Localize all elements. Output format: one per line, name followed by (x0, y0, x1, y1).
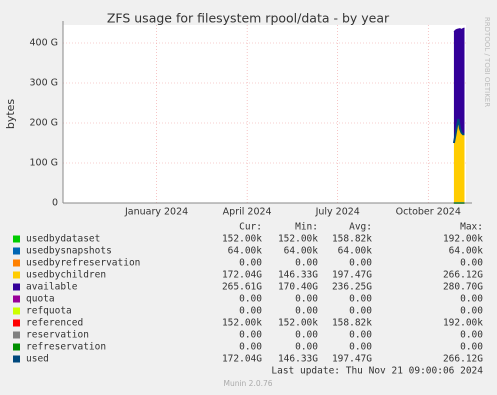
legend-stat: 0.00 (460, 294, 483, 305)
last-update: Last update: Thu Nov 21 09:00:06 2024 (271, 366, 483, 377)
legend-stat: 170.40G (278, 282, 318, 293)
legend-stat: 172.04G (222, 270, 262, 281)
legend-label: used (26, 354, 49, 365)
legend-swatch (13, 259, 20, 267)
legend-stat: 0.00 (460, 342, 483, 353)
legend-stat: 152.00k (278, 234, 318, 245)
y-tick-label: 400 G (29, 38, 58, 49)
legend-stat: 266.12G (443, 270, 483, 281)
legend-label: usedbysnapshots (26, 246, 112, 257)
legend-stat: 0.00 (349, 330, 372, 341)
x-tick-label: July 2024 (315, 207, 360, 218)
legend-stat: 152.00k (222, 318, 262, 329)
legend-stat: 0.00 (349, 342, 372, 353)
legend-stat: 0.00 (239, 294, 262, 305)
legend-label: quota (26, 294, 55, 305)
legend-stat: 152.00k (222, 234, 262, 245)
y-tick-label: 200 G (29, 118, 58, 129)
legend-swatch (13, 355, 20, 363)
legend-stat: 266.12G (443, 354, 483, 365)
legend-stat: 0.00 (239, 306, 262, 317)
legend-stat: 0.00 (295, 258, 318, 269)
legend-swatch (13, 247, 20, 255)
legend-label: usedbydataset (26, 234, 100, 245)
legend-swatch (13, 283, 20, 291)
legend-stat: 197.47G (332, 270, 372, 281)
legend-stat: 64.00k (228, 246, 263, 257)
area-fill (453, 27, 465, 143)
legend-stat: 172.04G (222, 354, 262, 365)
legend-swatch (13, 307, 20, 315)
legend-header: Max: (460, 222, 483, 233)
legend-label: usedbyrefreservation (26, 258, 140, 269)
area-edge (453, 27, 465, 33)
legend-label: available (26, 282, 78, 293)
legend-stat: 146.33G (278, 354, 318, 365)
legend-stat: 192.00k (443, 234, 483, 245)
y-tick-label: 300 G (29, 78, 58, 89)
legend-label: referenced (26, 318, 83, 329)
legend-swatch (13, 331, 20, 339)
plot-area (63, 25, 466, 203)
legend-stat: 146.33G (278, 270, 318, 281)
legend-stat: 0.00 (295, 294, 318, 305)
legend-swatch (13, 271, 20, 279)
y-tick-label: 0 (52, 198, 58, 209)
x-tick-label: January 2024 (124, 207, 188, 218)
legend-stat: 0.00 (295, 330, 318, 341)
chart-title: ZFS usage for filesystem rpool/data - by… (107, 11, 390, 26)
legend-stat: 0.00 (239, 258, 262, 269)
line (452, 118, 465, 144)
legend-stat: 0.00 (239, 342, 262, 353)
legend-header: Avg: (349, 222, 372, 233)
legend-stat: 0.00 (239, 330, 262, 341)
legend-stat: 0.00 (349, 258, 372, 269)
x-tick-label: October 2024 (396, 207, 461, 218)
legend-stat: 0.00 (460, 330, 483, 341)
legend-swatch (13, 343, 20, 351)
legend-stat: 236.25G (332, 282, 372, 293)
y-axis-label: bytes (4, 99, 17, 130)
legend-stat: 152.00k (278, 318, 318, 329)
side-note: RRDTOOL / TOBI OETIKER (483, 17, 491, 107)
legend-stat: 64.00k (284, 246, 319, 257)
legend-stat: 192.00k (443, 318, 483, 329)
legend-stat: 280.70G (443, 282, 483, 293)
legend-stat: 0.00 (460, 306, 483, 317)
legend-header: Cur: (239, 222, 262, 233)
legend-header: Min: (295, 222, 318, 233)
legend-swatch (13, 319, 20, 327)
legend-swatch (13, 235, 20, 243)
area-fill (453, 118, 465, 203)
legend-stat: 197.47G (332, 354, 372, 365)
legend-stat: 64.00k (449, 246, 484, 257)
legend-stat: 0.00 (295, 306, 318, 317)
legend-stat: 265.61G (222, 282, 262, 293)
legend-label: refreservation (26, 342, 106, 353)
x-tick-label: April 2024 (223, 207, 272, 218)
y-tick-label: 100 G (29, 158, 58, 169)
legend-label: reservation (26, 330, 89, 341)
legend-label: refquota (26, 306, 72, 317)
legend-stat: 0.00 (460, 258, 483, 269)
legend-stat: 158.82k (332, 234, 372, 245)
legend-stat: 0.00 (349, 306, 372, 317)
legend-stat: 64.00k (338, 246, 373, 257)
legend-stat: 0.00 (295, 342, 318, 353)
legend-stat: 0.00 (349, 294, 372, 305)
legend-label: usedbychildren (26, 270, 106, 281)
legend-stat: 158.82k (332, 318, 372, 329)
footer: Munin 2.0.76 (223, 379, 272, 388)
legend-swatch (13, 295, 20, 303)
